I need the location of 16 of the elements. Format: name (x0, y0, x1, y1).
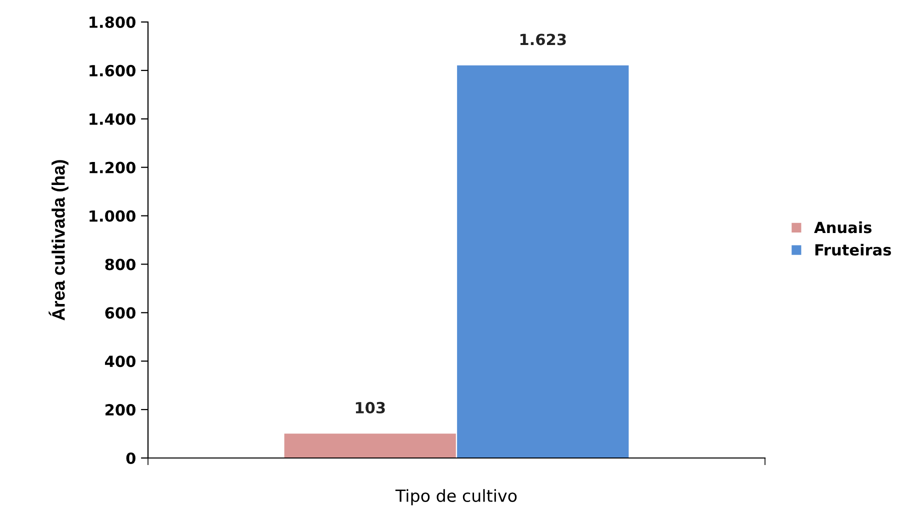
y-tick-label: 400 (104, 356, 136, 368)
y-tick-label: 1.200 (90, 162, 136, 174)
y-axis-title: Área cultivada (ha) (48, 160, 68, 320)
legend-label: Anuais (814, 221, 872, 234)
x-axis-title: Tipo de cultivo (395, 489, 517, 506)
y-tick-label: 800 (105, 258, 136, 270)
data-label: 103 (356, 402, 385, 414)
y-tick-label: 200 (106, 404, 136, 416)
y-tick-label: 0 (126, 452, 136, 464)
data-label: 1.623 (520, 34, 566, 46)
y-tick-label: 600 (105, 307, 136, 319)
y-tick-label: 1.000 (90, 210, 136, 222)
y-tick-label: 1.600 (90, 64, 136, 76)
y-tick-label: 1.800 (90, 16, 136, 28)
y-tick-label: 1.400 (90, 113, 136, 125)
legend-label: Fruteiras (815, 244, 891, 256)
